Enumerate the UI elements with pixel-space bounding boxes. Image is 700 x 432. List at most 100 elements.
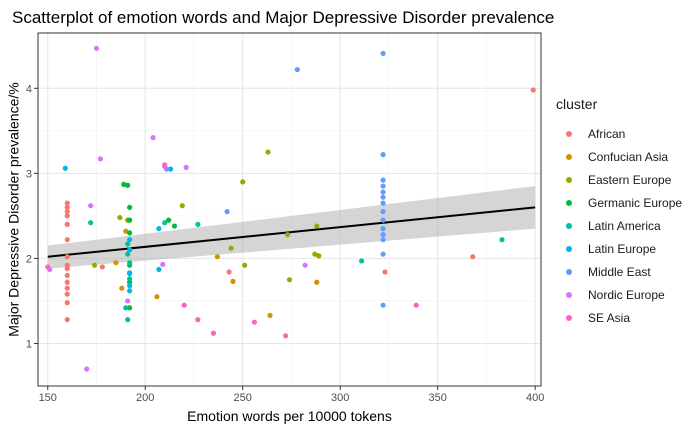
point-african bbox=[64, 213, 70, 219]
point-nordic-europe bbox=[125, 298, 131, 304]
point-middle-east bbox=[380, 251, 386, 257]
x-tick-label: 200 bbox=[136, 392, 154, 404]
point-african bbox=[64, 279, 70, 285]
point-latin-america bbox=[195, 221, 201, 227]
point-latin-america bbox=[127, 260, 133, 266]
point-eastern-europe bbox=[316, 253, 322, 259]
point-latin-europe bbox=[127, 288, 133, 294]
legend-key-germanic-europe bbox=[566, 199, 572, 206]
point-confucian-asia bbox=[230, 278, 236, 284]
point-latin-america bbox=[359, 258, 365, 264]
x-tick-label: 300 bbox=[331, 392, 349, 404]
legend-label-eastern-europe: Eastern Europe bbox=[588, 172, 672, 187]
point-germanic-europe bbox=[127, 204, 133, 210]
point-african bbox=[64, 221, 70, 227]
point-eastern-europe bbox=[91, 262, 98, 268]
point-eastern-europe bbox=[240, 179, 246, 185]
legend-key-middle-east bbox=[566, 268, 572, 275]
point-latin-europe bbox=[127, 247, 133, 253]
point-latin-america bbox=[125, 317, 131, 323]
point-middle-east bbox=[380, 231, 386, 238]
point-nordic-europe bbox=[183, 164, 189, 170]
x-tick-label: 400 bbox=[526, 392, 544, 404]
confidence-band bbox=[47, 186, 536, 269]
point-latin-europe bbox=[156, 226, 162, 232]
point-middle-east bbox=[380, 302, 386, 308]
point-middle-east bbox=[380, 237, 386, 243]
point-germanic-europe bbox=[171, 223, 178, 229]
point-eastern-europe bbox=[312, 251, 318, 257]
point-middle-east bbox=[380, 177, 386, 183]
point-eastern-europe bbox=[179, 203, 185, 209]
point-se-asia bbox=[210, 330, 217, 336]
point-eastern-europe bbox=[314, 223, 320, 229]
y-tick-label: 3 bbox=[26, 168, 32, 180]
point-confucian-asia bbox=[113, 260, 119, 266]
legend-items: African Confucian Asia Eastern Europe Germa… bbox=[556, 122, 682, 329]
point-se-asia bbox=[45, 264, 51, 270]
point-latin-america bbox=[125, 251, 131, 257]
legend-item-germanic-europe: Germanic Europe bbox=[556, 191, 682, 214]
point-african bbox=[64, 285, 70, 291]
legend-label-confucian-asia: Confucian Asia bbox=[588, 149, 669, 164]
legend-item-latin-europe: Latin Europe bbox=[556, 237, 682, 260]
legend-label-latin-europe: Latin Europe bbox=[588, 241, 657, 256]
legend-key-latin-europe bbox=[566, 245, 572, 252]
point-confucian-asia bbox=[154, 294, 160, 300]
point-latin-america bbox=[88, 220, 94, 226]
point-nordic-europe bbox=[88, 203, 94, 209]
y-axis-label: Major Depressive Disorder prevalence/% bbox=[6, 82, 22, 336]
point-latin-america bbox=[125, 241, 131, 247]
legend-label-se-asia: SE Asia bbox=[588, 310, 631, 325]
point-confucian-asia bbox=[214, 254, 220, 260]
legend-item-se-asia: SE Asia bbox=[556, 306, 682, 329]
point-latin-europe bbox=[156, 266, 162, 273]
point-nordic-europe bbox=[150, 135, 156, 141]
legend-key-eastern-europe bbox=[566, 176, 572, 183]
point-germanic-europe bbox=[127, 217, 133, 223]
point-latin-america bbox=[162, 220, 168, 226]
point-eastern-europe bbox=[265, 149, 271, 155]
point-latin-america bbox=[127, 276, 133, 282]
point-african bbox=[470, 254, 476, 260]
point-middle-east bbox=[380, 183, 386, 189]
point-nordic-europe bbox=[93, 45, 100, 51]
point-african bbox=[64, 272, 70, 279]
point-african bbox=[530, 87, 536, 93]
legend-item-confucian-asia: Confucian Asia bbox=[556, 145, 682, 168]
y-tick-label: 4 bbox=[26, 83, 32, 95]
point-african bbox=[64, 266, 70, 272]
point-confucian-asia bbox=[123, 228, 129, 234]
point-african bbox=[64, 291, 70, 297]
point-eastern-europe bbox=[228, 245, 234, 251]
point-african bbox=[99, 264, 105, 270]
point-middle-east bbox=[380, 152, 386, 158]
legend-key-nordic-europe bbox=[566, 291, 572, 298]
point-latin-europe bbox=[127, 271, 133, 277]
point-confucian-asia bbox=[267, 312, 273, 318]
x-axis-label: Emotion words per 10000 tokens bbox=[187, 408, 392, 424]
point-se-asia bbox=[251, 319, 258, 325]
plot-panel-border bbox=[37, 32, 542, 387]
point-latin-europe bbox=[127, 237, 133, 243]
point-african bbox=[382, 269, 388, 275]
point-middle-east bbox=[380, 189, 386, 195]
x-tick-label: 250 bbox=[234, 392, 252, 404]
point-se-asia bbox=[413, 302, 419, 308]
legend-item-nordic-europe: Nordic Europe bbox=[556, 283, 682, 306]
x-tick-label: 150 bbox=[39, 392, 57, 404]
y-tick-label: 2 bbox=[26, 253, 32, 265]
legend-key-latin-america bbox=[566, 222, 572, 229]
point-middle-east bbox=[380, 209, 386, 215]
point-latin-europe bbox=[127, 283, 133, 289]
point-african bbox=[226, 269, 232, 275]
point-se-asia bbox=[181, 302, 187, 308]
point-middle-east bbox=[380, 194, 386, 200]
legend-label-germanic-europe: Germanic Europe bbox=[588, 195, 683, 210]
point-middle-east bbox=[294, 66, 300, 73]
legend-key-confucian-asia bbox=[566, 153, 572, 160]
point-germanic-europe bbox=[121, 181, 127, 188]
legend-key-se-asia bbox=[566, 314, 572, 321]
point-middle-east bbox=[380, 50, 386, 57]
legend-label-african: African bbox=[588, 126, 626, 141]
